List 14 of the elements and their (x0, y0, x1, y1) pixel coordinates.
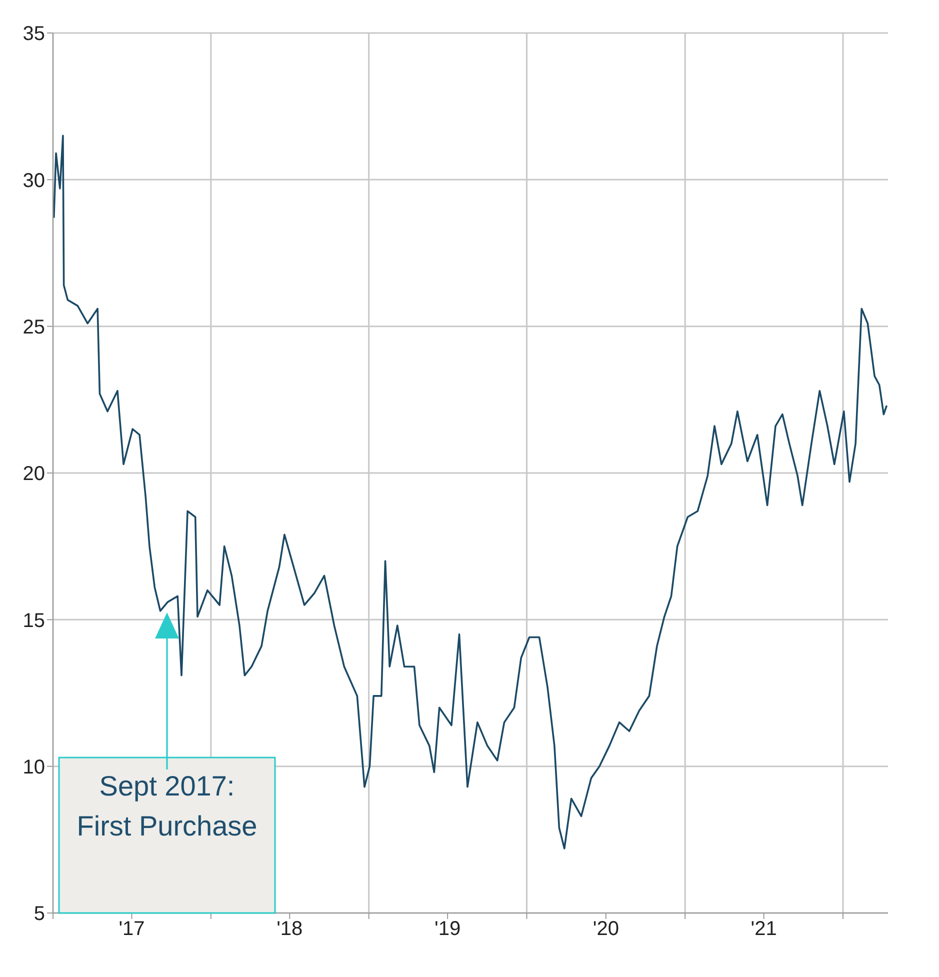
annotation: Sept 2017: First Purchase (76, 770, 258, 842)
x-tick-label: '21 (750, 918, 777, 940)
y-tick-label: 10 (22, 756, 45, 778)
x-tick-label: '18 (276, 918, 303, 940)
y-tick-label: 5 (34, 903, 45, 926)
y-tick-label: 20 (22, 463, 45, 486)
line-series (53, 134, 888, 850)
x-tick-label: '19 (434, 918, 461, 940)
x-tick-label: '17 (118, 918, 145, 940)
y-tick-label: 35 (22, 23, 45, 46)
y-tick-label: 15 (22, 610, 45, 632)
x-tick-label: '20 (592, 918, 619, 940)
y-tick-label: 30 (22, 170, 45, 192)
y-tick-label: 25 (22, 316, 45, 338)
